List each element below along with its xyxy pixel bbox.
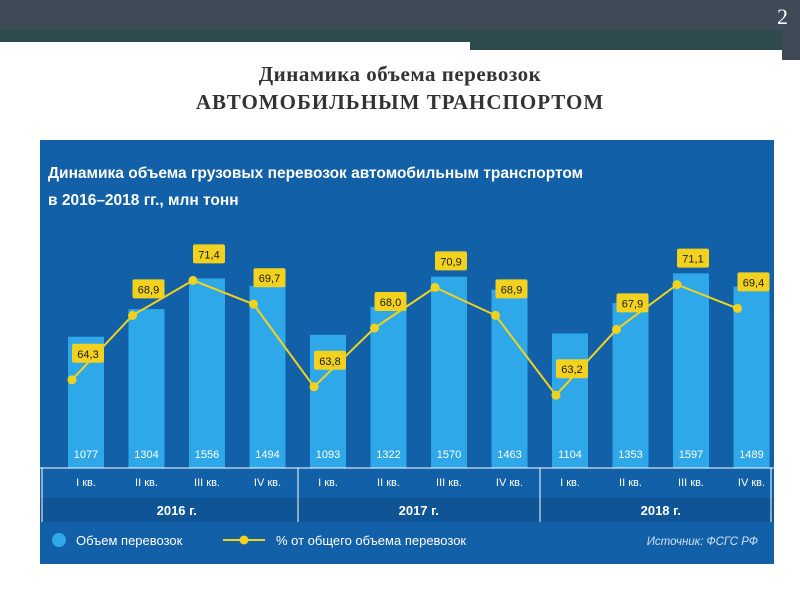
legend-line-label: % от общего объема перевозок — [276, 533, 466, 548]
x-tick-label: III кв. — [194, 477, 220, 489]
bar-value-label: 1556 — [195, 449, 219, 461]
top-band — [0, 0, 800, 30]
x-tick-label: IV кв. — [738, 477, 765, 489]
slide-title-line2: АВТОМОБИЛЬНЫМ ТРАНСПОРТОМ — [195, 90, 605, 114]
percent-label: 63,8 — [319, 356, 340, 368]
x-tick-label: III кв. — [436, 477, 462, 489]
x-tick-label: IV кв. — [496, 477, 523, 489]
chart-title-line2: в 2016–2018 гг., млн тонн — [48, 192, 239, 209]
bar-value-label: 1570 — [437, 449, 461, 461]
bar-value-label: 1489 — [739, 449, 763, 461]
group-label: 2018 г. — [641, 503, 681, 518]
bar — [552, 333, 588, 468]
percent-point — [67, 375, 77, 385]
legend: Объем перевозок % от общего объема перев… — [52, 533, 466, 548]
bar-value-label: 1077 — [74, 449, 98, 461]
percent-point — [370, 323, 379, 333]
legend-bar-marker — [52, 533, 66, 547]
percent-label: 63,2 — [561, 364, 582, 376]
percent-label: 69,7 — [259, 273, 280, 285]
bar-value-label: 1463 — [497, 449, 521, 461]
percent-label: 71,4 — [198, 249, 219, 261]
percent-label-box — [314, 350, 346, 370]
slide-number: 2 — [777, 4, 788, 29]
group-label: 2017 г. — [399, 503, 439, 518]
percent-label-box — [737, 272, 770, 292]
bar — [189, 278, 225, 468]
percent-label-box — [435, 251, 467, 271]
bar — [733, 286, 770, 468]
percent-point — [612, 324, 621, 334]
chart-title-line1: Динамика объема грузовых перевозок автом… — [48, 165, 583, 182]
percent-label-box — [72, 343, 104, 363]
bar-value-label: 1322 — [376, 449, 400, 461]
percent-point — [733, 303, 742, 313]
bar-value-label: 1093 — [316, 449, 340, 461]
percent-point — [128, 310, 137, 320]
percent-label-box — [193, 244, 225, 264]
right-band — [782, 0, 800, 60]
chart: Динамика объема грузовых перевозок автом… — [40, 165, 774, 548]
bar-value-label: 1597 — [679, 449, 703, 461]
percent-label-box — [616, 293, 649, 313]
percent-label-box — [677, 248, 709, 268]
bar-value-labels: 1077 1304 1556 1494 1093 1322 1570 1463 1104 1353… — [74, 449, 764, 461]
percent-label-box — [556, 359, 588, 379]
percent-labels: 64,3 68,9 71,4 69,7 63,8 68,0 70,9 68,9 63,2 67,9… — [72, 244, 770, 379]
group-label: 2016 г. — [157, 503, 197, 518]
bar — [128, 309, 165, 468]
percent-point — [551, 390, 561, 400]
bar-value-label: 1104 — [558, 449, 582, 461]
bar — [431, 276, 467, 468]
group-row-band — [40, 498, 774, 522]
top-band-accent-right — [470, 42, 800, 50]
chart-panel: Динамика объема грузовых перевозок автом… — [40, 140, 774, 564]
slide-title-line1: Динамика объема перевозок — [258, 62, 542, 86]
bar-value-label: 1353 — [618, 449, 642, 461]
x-tick-label: IV кв. — [254, 477, 281, 489]
x-tick-label: II кв. — [377, 477, 400, 489]
x-tick-label: I кв. — [76, 477, 96, 489]
x-axis: I кв. II кв. III кв. IV кв. I кв. II кв. III к… — [40, 467, 774, 522]
source-note: Источник: ФСГС РФ — [647, 536, 758, 548]
bar — [370, 306, 407, 468]
x-tick-label: III кв. — [678, 477, 704, 489]
percent-label: 68,0 — [380, 297, 401, 309]
x-tick-label: I кв. — [560, 477, 580, 489]
x-tick-label: II кв. — [135, 477, 158, 489]
percent-label: 64,3 — [77, 349, 98, 361]
line-series — [67, 275, 742, 400]
percent-label: 71,1 — [682, 254, 703, 266]
legend-line-marker-dot — [239, 535, 249, 545]
percent-label: 68,9 — [501, 284, 522, 296]
percent-label: 68,9 — [138, 284, 159, 296]
x-tick-label: I кв. — [318, 477, 338, 489]
bar-value-label: 1494 — [255, 449, 279, 461]
percent-point — [672, 280, 682, 290]
percent-point — [309, 382, 319, 392]
percent-point — [430, 282, 440, 292]
percent-point — [188, 275, 198, 285]
percent-label: 67,9 — [622, 298, 643, 310]
percent-label-box — [495, 279, 528, 299]
bar — [249, 285, 286, 468]
x-tick-label: II кв. — [619, 477, 642, 489]
percent-point — [491, 310, 500, 320]
percent-label-box — [374, 292, 407, 311]
percent-label-box — [132, 279, 165, 299]
percent-label: 69,4 — [743, 277, 764, 289]
top-band-accent — [0, 30, 800, 42]
percent-label: 70,9 — [440, 256, 461, 268]
bar-series — [68, 273, 770, 468]
legend-bar-label: Объем перевозок — [76, 533, 183, 548]
bar-value-label: 1304 — [134, 449, 158, 461]
percent-label-box — [253, 268, 286, 288]
bar — [673, 273, 709, 468]
percent-point — [249, 299, 258, 309]
